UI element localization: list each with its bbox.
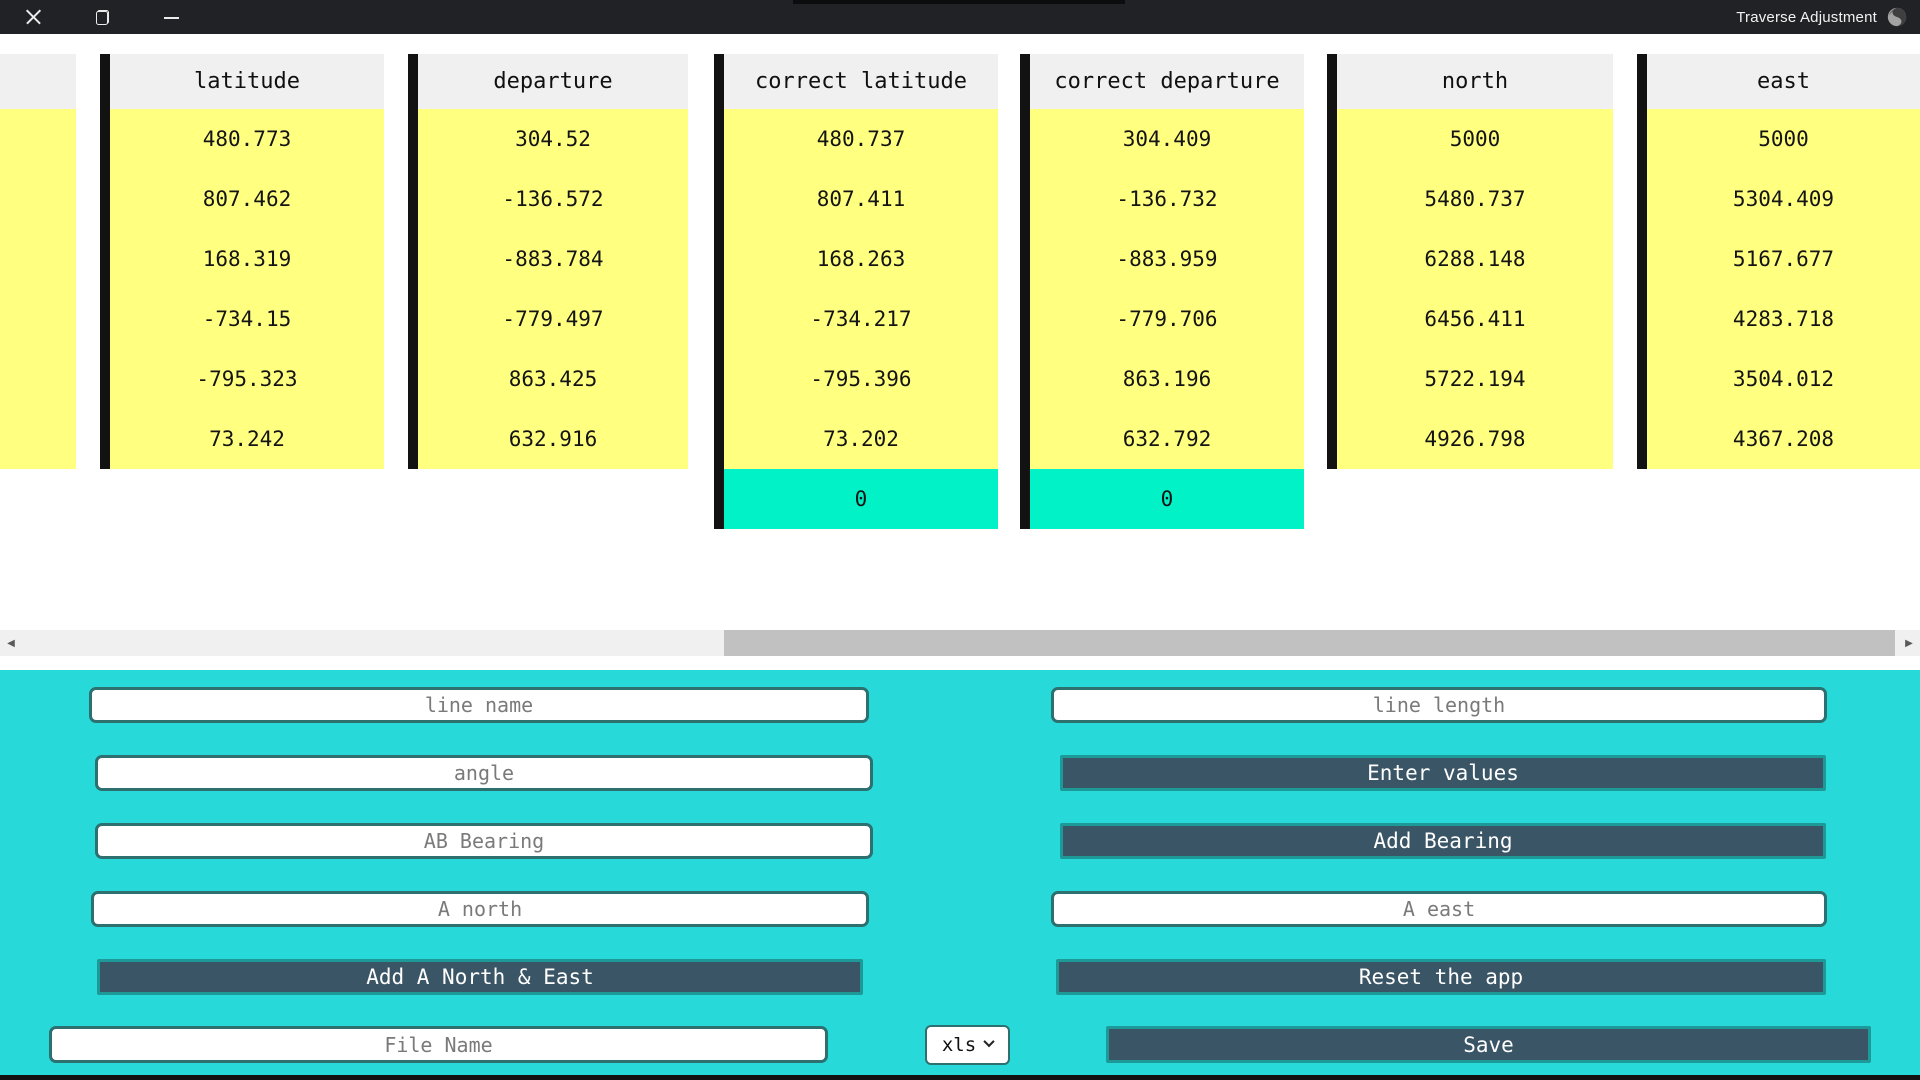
table-cell — [0, 409, 76, 469]
column-header: correct departure — [1030, 54, 1304, 109]
column-header: latitude — [110, 54, 384, 109]
line-length-input[interactable] — [1051, 687, 1827, 723]
column-header — [0, 54, 76, 109]
chevron-down-icon — [983, 1035, 995, 1048]
control-panel — [0, 670, 1920, 1080]
table-cell: -795.396 — [724, 349, 998, 409]
restore-icon — [95, 9, 109, 25]
table-cell: 5722.194 — [1337, 349, 1613, 409]
enter-values-button[interactable]: Enter values — [1060, 755, 1826, 791]
table-cell: 480.773 — [110, 109, 384, 169]
table-cell: 6456.411 — [1337, 289, 1613, 349]
close-button[interactable] — [10, 0, 56, 34]
table-cell: 5304.409 — [1647, 169, 1920, 229]
table-cell: 5480.737 — [1337, 169, 1613, 229]
angle-input[interactable] — [95, 755, 873, 791]
file-format-value: xls — [941, 1034, 977, 1056]
scroll-left-arrow-icon[interactable]: ◀ — [7, 637, 15, 649]
table-cell — [0, 349, 76, 409]
globe-icon — [1887, 7, 1907, 27]
table-cell: 4283.718 — [1647, 289, 1920, 349]
table-column-east: east 5000 5304.409 5167.677 4283.718 3504.012… — [1637, 54, 1920, 469]
table-cell: -795.323 — [110, 349, 384, 409]
table-cell — [0, 289, 76, 349]
table-column-latitude: latitude 480.773 807.462 168.319 -734.15 -795… — [100, 54, 384, 469]
table-cell: -734.15 — [110, 289, 384, 349]
table-cell: -883.784 — [418, 229, 688, 289]
table-cell: 73.242 — [110, 409, 384, 469]
horizontal-scrollbar[interactable]: ◀ ▶ — [0, 630, 1920, 656]
table-cell: 168.263 — [724, 229, 998, 289]
correction-total-cell: 0 — [1030, 469, 1304, 529]
table-cell: 5000 — [1337, 109, 1613, 169]
table-cell: 4367.208 — [1647, 409, 1920, 469]
table-cell: 632.916 — [418, 409, 688, 469]
window-bottom-border — [0, 1075, 1920, 1080]
table-column-partial — [0, 54, 76, 469]
ab-bearing-input[interactable] — [95, 823, 873, 859]
add-a-north-east-button[interactable]: Add A North & East — [97, 959, 863, 995]
scroll-right-arrow-icon[interactable]: ▶ — [1905, 637, 1913, 649]
table-cell — [0, 109, 76, 169]
window-title: Traverse Adjustment — [1736, 8, 1877, 26]
minimize-button[interactable] — [148, 0, 194, 34]
table-cell: 632.792 — [1030, 409, 1304, 469]
table-cell: 304.52 — [418, 109, 688, 169]
column-header: east — [1647, 54, 1920, 109]
file-format-select[interactable]: xls — [925, 1025, 1010, 1065]
table-cell: 304.409 — [1030, 109, 1304, 169]
table-cell: 863.425 — [418, 349, 688, 409]
column-header: departure — [418, 54, 688, 109]
scrollbar-thumb[interactable] — [724, 630, 1895, 656]
table-cell: 73.202 — [724, 409, 998, 469]
table-cell: 5167.677 — [1647, 229, 1920, 289]
table-cell: -779.497 — [418, 289, 688, 349]
add-bearing-button[interactable]: Add Bearing — [1060, 823, 1826, 859]
table-cell: 807.411 — [724, 169, 998, 229]
a-north-input[interactable] — [91, 891, 869, 927]
table-cell — [0, 169, 76, 229]
table-cell: 168.319 — [110, 229, 384, 289]
table-column-correct-latitude: correct latitude 480.737 807.411 168.263 -73… — [714, 54, 998, 529]
restore-button[interactable] — [79, 0, 125, 34]
titlebar-top-strip — [793, 0, 1125, 4]
table-cell: 4926.798 — [1337, 409, 1613, 469]
table-column-correct-departure: correct departure 304.409 -136.732 -883.959… — [1020, 54, 1304, 529]
table-cell: -136.572 — [418, 169, 688, 229]
correction-total-cell: 0 — [724, 469, 998, 529]
window-controls — [10, 0, 194, 34]
save-button[interactable]: Save — [1106, 1026, 1871, 1063]
table-cell: 6288.148 — [1337, 229, 1613, 289]
table-cell: -779.706 — [1030, 289, 1304, 349]
table-cell: 863.196 — [1030, 349, 1304, 409]
file-name-input[interactable] — [49, 1026, 828, 1063]
close-icon — [25, 9, 42, 26]
a-east-input[interactable] — [1051, 891, 1827, 927]
column-header: correct latitude — [724, 54, 998, 109]
table-cell — [0, 229, 76, 289]
table-cell: -883.959 — [1030, 229, 1304, 289]
reset-app-button[interactable]: Reset the app — [1056, 959, 1826, 995]
minimize-icon — [163, 17, 179, 19]
column-header: north — [1337, 54, 1613, 109]
table-column-north: north 5000 5480.737 6288.148 6456.411 5722.19… — [1327, 54, 1613, 469]
table-cell: 3504.012 — [1647, 349, 1920, 409]
line-name-input[interactable] — [89, 687, 869, 723]
table-cell: 5000 — [1647, 109, 1920, 169]
title-bar: Traverse Adjustment — [0, 0, 1920, 34]
table-column-departure: departure 304.52 -136.572 -883.784 -779.497 8… — [408, 54, 688, 469]
table-cell: 480.737 — [724, 109, 998, 169]
table-cell: 807.462 — [110, 169, 384, 229]
table-cell: -136.732 — [1030, 169, 1304, 229]
table-cell: -734.217 — [724, 289, 998, 349]
